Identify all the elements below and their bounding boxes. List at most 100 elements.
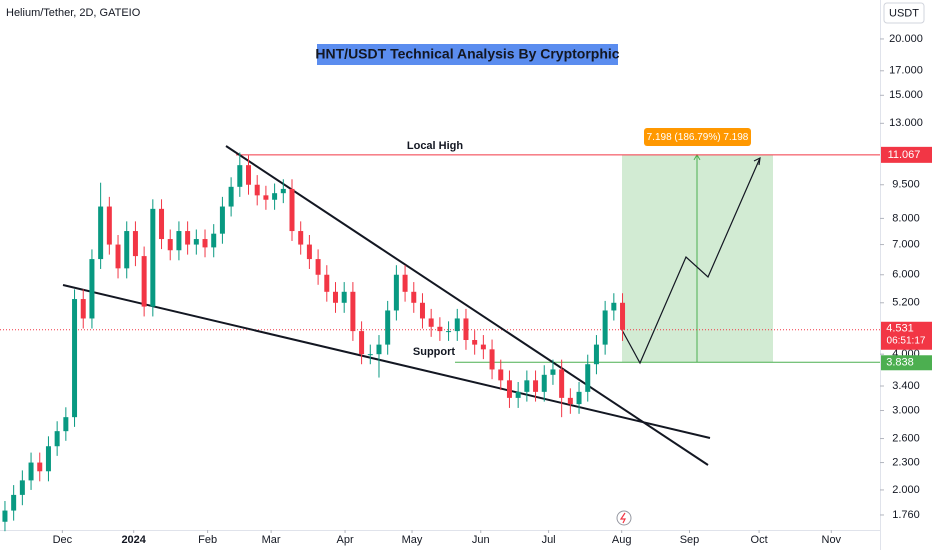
candle-body bbox=[246, 165, 252, 185]
projection-path bbox=[621, 157, 761, 365]
y-tick-label: 8.000 bbox=[892, 212, 920, 224]
candle-body bbox=[150, 208, 156, 307]
candle-body bbox=[376, 344, 382, 355]
y-tick-label: 5.200 bbox=[892, 297, 920, 309]
title-box bbox=[317, 44, 618, 65]
x-tick-label: Sep bbox=[680, 534, 700, 546]
trend-line-lower bbox=[62, 284, 711, 439]
candle-body bbox=[132, 231, 138, 257]
x-tick-label: Apr bbox=[336, 534, 353, 546]
candle-body bbox=[98, 206, 104, 260]
candle-body bbox=[72, 299, 78, 418]
candle-body bbox=[45, 446, 51, 472]
candle-body bbox=[167, 239, 173, 251]
candle-body bbox=[402, 274, 408, 292]
last-price: 4.531 bbox=[886, 323, 914, 335]
candle-body bbox=[567, 397, 573, 405]
candle-body bbox=[411, 291, 417, 303]
local-high-label: Local High bbox=[407, 140, 464, 152]
x-tick-label: 2024 bbox=[121, 534, 146, 546]
x-tick-label: Jul bbox=[542, 534, 556, 546]
candle-body bbox=[315, 259, 321, 275]
candle-body bbox=[306, 244, 312, 260]
candle-body bbox=[419, 302, 425, 319]
y-tick-label: 3.400 bbox=[892, 380, 920, 392]
candle-body bbox=[350, 291, 356, 332]
x-tick-label: Oct bbox=[751, 534, 768, 546]
x-tick-label: Feb bbox=[198, 534, 217, 546]
y-tick-label: 2.300 bbox=[892, 456, 920, 468]
candle-body bbox=[124, 231, 130, 269]
candle-body bbox=[602, 310, 608, 345]
y-tick-label: 6.000 bbox=[892, 269, 920, 281]
x-tick-label: Aug bbox=[612, 534, 632, 546]
logo bbox=[616, 510, 632, 526]
x-tick-label: Mar bbox=[262, 534, 281, 546]
candle-body bbox=[193, 239, 199, 245]
candle-body bbox=[367, 354, 373, 356]
candle-body bbox=[28, 462, 34, 481]
candle-body bbox=[332, 291, 338, 303]
last-price-box bbox=[881, 321, 932, 350]
candle-body bbox=[141, 256, 147, 307]
support-label: Support bbox=[413, 346, 455, 358]
candle-body bbox=[611, 302, 617, 311]
trend-line-upper bbox=[225, 145, 709, 466]
candle-body bbox=[289, 188, 295, 232]
x-tick-label: Dec bbox=[53, 534, 73, 546]
candle-body bbox=[576, 391, 582, 405]
support-price: 3.838 bbox=[886, 357, 914, 369]
y-tick-label: 9.500 bbox=[892, 179, 920, 191]
support-price-box bbox=[881, 355, 932, 371]
candle-body bbox=[89, 259, 95, 319]
candle-body bbox=[437, 326, 443, 332]
y-tick-label: 20.000 bbox=[889, 33, 923, 45]
candle-body bbox=[341, 291, 347, 303]
candle-body bbox=[19, 480, 25, 495]
candle-body bbox=[324, 274, 330, 292]
candle-body bbox=[533, 380, 539, 392]
candle-body bbox=[541, 374, 547, 392]
candle-body bbox=[11, 494, 17, 511]
candle-body bbox=[559, 369, 565, 398]
countdown: 06:51:17 bbox=[887, 335, 926, 346]
candle-body bbox=[211, 233, 217, 248]
target-label-box bbox=[644, 128, 751, 146]
candle-body bbox=[472, 340, 478, 345]
local-high-price: 11.067 bbox=[888, 149, 921, 161]
currency-label: USDT bbox=[889, 7, 919, 19]
candle-body bbox=[185, 231, 191, 245]
candle-body bbox=[228, 186, 234, 207]
candle-body bbox=[80, 299, 86, 319]
candle-body bbox=[254, 184, 260, 196]
candle-body bbox=[620, 302, 626, 330]
candle-body bbox=[446, 331, 452, 333]
chart-title: HNT/USDT Technical Analysis By Cryptorph… bbox=[315, 46, 619, 62]
candle-body bbox=[54, 431, 60, 447]
target-label: 7.198 (186.79%) 7.198 bbox=[647, 132, 749, 143]
candle-body bbox=[2, 510, 8, 522]
y-tick-label: 3.000 bbox=[892, 404, 920, 416]
x-tick-label: May bbox=[402, 534, 423, 546]
currency-box[interactable] bbox=[883, 2, 925, 24]
y-tick-label: 1.760 bbox=[892, 509, 920, 521]
candle-body bbox=[115, 244, 121, 269]
candle-body bbox=[506, 380, 512, 398]
y-tick-label: 15.000 bbox=[889, 89, 923, 101]
candle-body bbox=[428, 318, 434, 327]
candle-body bbox=[550, 369, 556, 375]
x-tick-label: Jun bbox=[472, 534, 490, 546]
candle-body bbox=[393, 274, 399, 311]
candle-body bbox=[385, 310, 391, 345]
local-high-price-box bbox=[881, 146, 932, 163]
candle-body bbox=[359, 331, 365, 355]
y-tick-label: 13.000 bbox=[889, 117, 923, 129]
candle-body bbox=[219, 206, 225, 234]
candle-body bbox=[298, 231, 304, 245]
y-tick-label: 17.000 bbox=[889, 65, 923, 77]
symbol-header: Helium/Tether, 2D, GATEIO bbox=[6, 7, 141, 19]
candle-body bbox=[280, 188, 286, 194]
logo-bolt bbox=[619, 512, 626, 524]
candle-body bbox=[480, 344, 486, 350]
